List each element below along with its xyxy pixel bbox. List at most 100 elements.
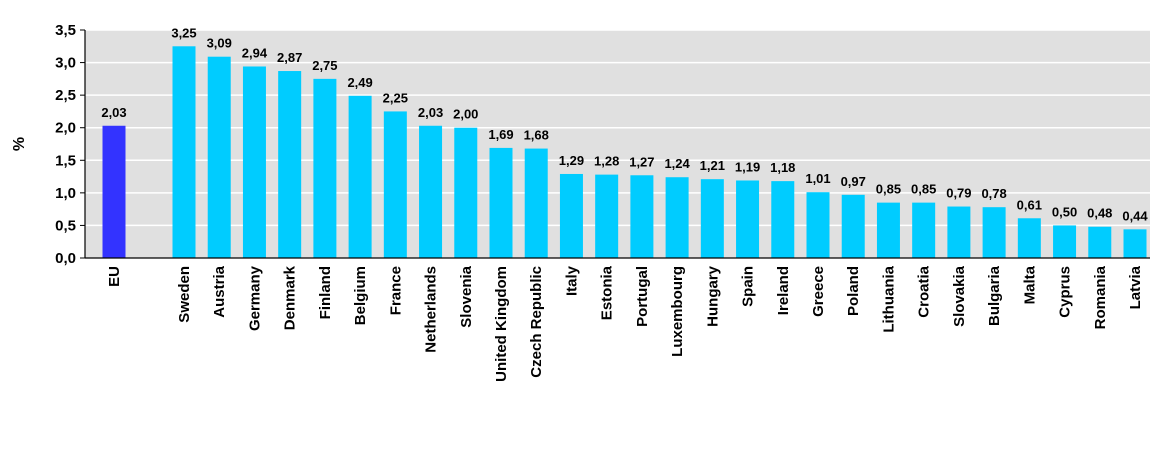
bar-france xyxy=(383,111,407,258)
value-label: 3,09 xyxy=(207,36,232,51)
x-tick-label: Ireland xyxy=(775,266,792,315)
bar-hungary xyxy=(700,179,724,258)
value-label: 2,00 xyxy=(453,107,478,122)
y-tick-label: 2,5 xyxy=(55,87,76,104)
bar-lithuania xyxy=(876,202,900,258)
bar-denmark xyxy=(278,71,302,258)
bar-croatia xyxy=(912,202,936,258)
x-tick-label: Netherlands xyxy=(423,266,440,353)
x-tick-label: Sweden xyxy=(176,266,193,323)
value-label: 1,69 xyxy=(488,127,513,142)
axes: 0,0 0,5 1,0 1,5 2,0 2,5 3,0 3,5 xyxy=(55,22,1150,267)
value-label: 2,75 xyxy=(312,58,337,73)
x-tick-label: Finland xyxy=(317,266,334,319)
value-label: 0,48 xyxy=(1087,206,1112,221)
value-label: 0,85 xyxy=(876,182,901,197)
x-tick-label: Cyprus xyxy=(1057,266,1074,318)
bar-bulgaria xyxy=(982,207,1006,258)
value-label: 2,87 xyxy=(277,50,302,65)
value-label: 1,18 xyxy=(770,160,795,175)
y-tick-label: 1,5 xyxy=(55,152,76,169)
bar-luxembourg xyxy=(665,177,689,258)
x-tick-label: Germany xyxy=(246,265,263,331)
bar-latvia xyxy=(1123,229,1147,258)
value-label: 0,50 xyxy=(1052,204,1077,219)
x-tick-label: Slovenia xyxy=(458,265,475,327)
x-tick-label: Slovakia xyxy=(951,265,968,327)
y-tick-label: 3,0 xyxy=(55,55,76,72)
x-tick-label: Poland xyxy=(845,266,862,316)
bar-united-kingdom xyxy=(489,147,513,258)
x-tick-label: Hungary xyxy=(704,265,721,327)
bar-slovenia xyxy=(454,127,478,258)
bar-spain xyxy=(736,180,760,258)
x-tick-label: Italy xyxy=(563,265,580,296)
value-label: 0,78 xyxy=(981,186,1006,201)
x-tick-label: Lithuania xyxy=(880,265,897,332)
bar-portugal xyxy=(630,175,654,258)
value-label: 1,01 xyxy=(805,171,830,186)
x-tick-label: Greece xyxy=(810,266,827,317)
bar-slovakia xyxy=(947,206,971,258)
value-label: 1,68 xyxy=(524,128,549,143)
bar-italy xyxy=(559,173,583,258)
x-tick-label: Estonia xyxy=(599,265,616,320)
y-tick-label: 1,0 xyxy=(55,185,76,202)
bar-eu xyxy=(102,125,126,258)
x-tick-label: Romania xyxy=(1092,265,1109,329)
x-tick-label: Malta xyxy=(1021,265,1038,304)
x-tick-label: Latvia xyxy=(1127,265,1144,309)
value-label: 2,94 xyxy=(242,45,268,60)
value-label: 1,27 xyxy=(629,154,654,169)
value-label: 3,25 xyxy=(171,25,196,40)
y-tick-label: 0,0 xyxy=(55,250,76,267)
value-label: 2,03 xyxy=(101,105,126,120)
value-labels: 2,03 3,25 3,09 2,94 2,87 2,75 2,49 2,25 2,03 2,00… xyxy=(101,25,1148,223)
x-tick-label: Portugal xyxy=(634,266,651,327)
y-tick-label: 3,5 xyxy=(55,22,76,39)
value-label: 1,29 xyxy=(559,153,584,168)
value-label: 2,03 xyxy=(418,105,443,120)
y-tick-label: 0,5 xyxy=(55,217,76,234)
category-labels: EU Sweden Austria Germany Denmark Finland Belg… xyxy=(106,265,1144,381)
value-label: 1,19 xyxy=(735,159,760,174)
x-tick-label: Bulgaria xyxy=(986,265,1003,326)
value-label: 1,21 xyxy=(700,158,725,173)
value-label: 2,25 xyxy=(383,90,408,105)
bar-estonia xyxy=(595,174,619,258)
bar-romania xyxy=(1088,226,1112,258)
y-axis-title: % xyxy=(11,137,28,151)
bar-belgium xyxy=(348,95,372,259)
bar-cyprus xyxy=(1053,225,1077,258)
bar-netherlands xyxy=(419,125,443,258)
bar-greece xyxy=(806,192,830,258)
x-tick-label: Croatia xyxy=(916,265,933,317)
bar-finland xyxy=(313,78,337,258)
x-tick-label: France xyxy=(387,266,404,315)
value-label: 0,44 xyxy=(1122,208,1148,223)
value-label: 0,61 xyxy=(1017,197,1042,212)
value-label: 0,85 xyxy=(911,182,936,197)
bar-poland xyxy=(841,194,865,258)
value-label: 1,28 xyxy=(594,154,619,169)
bar-ireland xyxy=(771,181,795,258)
bar-malta xyxy=(1017,218,1041,258)
x-tick-label: Luxembourg xyxy=(669,266,686,357)
x-tick-label: Denmark xyxy=(282,265,299,330)
x-tick-label: United Kingdom xyxy=(493,266,510,382)
bars xyxy=(102,46,1147,259)
x-tick-label: Belgium xyxy=(352,266,369,325)
value-label: 2,49 xyxy=(347,75,372,90)
x-tick-label: Czech Republic xyxy=(528,266,545,378)
bar-germany xyxy=(242,66,266,258)
x-tick-label: Spain xyxy=(740,266,757,307)
x-tick-label: EU xyxy=(106,266,123,287)
y-tick-label: 2,0 xyxy=(55,120,76,137)
value-label: 0,79 xyxy=(946,186,971,201)
value-label: 0,97 xyxy=(841,174,866,189)
bar-sweden xyxy=(172,46,196,259)
bar-austria xyxy=(207,56,231,258)
x-tick-label: Austria xyxy=(211,265,228,317)
